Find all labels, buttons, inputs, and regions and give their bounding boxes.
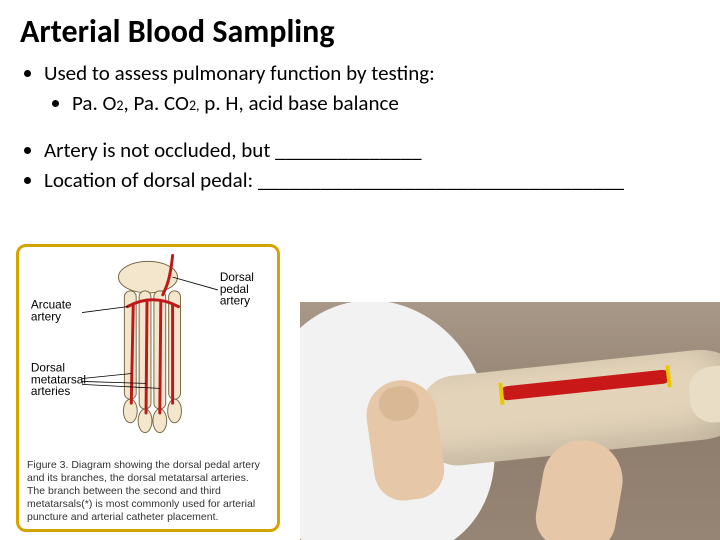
b3-blank: ___________________________________ xyxy=(258,167,624,193)
b2-pre: Artery is not occluded, but xyxy=(44,137,275,163)
page-title: Arterial Blood Sampling xyxy=(0,0,720,59)
bullet-2: Artery is not occluded, but ____________… xyxy=(44,136,720,164)
bullet-list: Used to assess pulmonary function by tes… xyxy=(0,59,720,118)
procedure-photo xyxy=(300,302,720,540)
b1a-sub1: 2 xyxy=(116,97,123,114)
label-dpa-3: artery xyxy=(220,294,250,308)
diagram-svg: Arcuate artery Dorsal metatarsal arterie… xyxy=(25,253,271,455)
b2-blank: ______________ xyxy=(275,137,421,163)
b1a-sub2: 2, xyxy=(189,97,200,114)
bullet-1: Used to assess pulmonary function by tes… xyxy=(44,59,720,118)
bullet-1-text: Used to assess pulmonary function by tes… xyxy=(44,60,435,86)
bullet-3: Location of dorsal pedal: ______________… xyxy=(44,166,720,194)
label-arcuate-2: artery xyxy=(31,309,61,323)
b1a-pre: Pa. O xyxy=(72,90,116,116)
diagram-svg-wrap: Arcuate artery Dorsal metatarsal arterie… xyxy=(25,253,271,455)
bullet-1a: Pa. O2, Pa. CO2, p. H, acid base balance xyxy=(72,89,720,117)
b1a-mid: , Pa. CO xyxy=(124,90,189,116)
b3-pre: Location of dorsal pedal: xyxy=(44,167,258,193)
b1a-post: p. H, acid base balance xyxy=(200,90,399,116)
label-dmeta-3: arteries xyxy=(31,384,70,398)
paw-shape xyxy=(687,362,720,425)
bullet-list-2: Artery is not occluded, but ____________… xyxy=(0,136,720,195)
anatomy-diagram: Arcuate artery Dorsal metatarsal arterie… xyxy=(16,244,280,532)
diagram-caption: Figure 3. Diagram showing the dorsal ped… xyxy=(25,455,271,525)
images-row: Arcuate artery Dorsal metatarsal arterie… xyxy=(0,245,720,540)
